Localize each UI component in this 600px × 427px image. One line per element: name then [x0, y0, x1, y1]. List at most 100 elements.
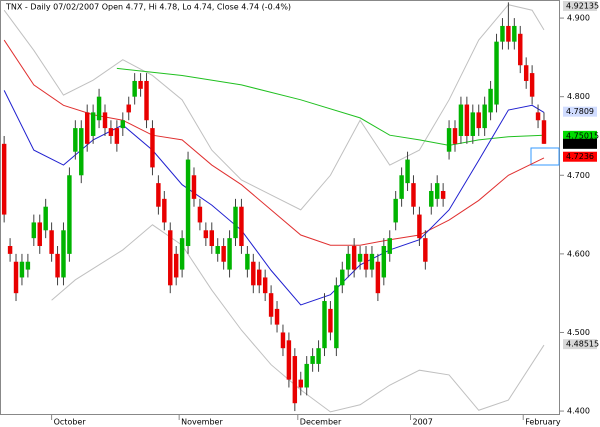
candle-body — [150, 128, 155, 168]
x-tick-label: November — [181, 418, 223, 427]
price-badge — [563, 151, 597, 162]
candle-body — [185, 159, 191, 247]
y-tick-label: 4.700 — [567, 171, 590, 180]
candle-body — [535, 112, 541, 121]
candle-body — [304, 363, 309, 388]
candle-body — [363, 253, 369, 270]
price-badge-label: 4.7809 — [566, 107, 594, 116]
candle-body — [61, 230, 66, 278]
candle-body — [209, 230, 215, 247]
candle-body — [464, 104, 470, 136]
candle-body — [233, 206, 238, 239]
price-badge-label: 4.7236 — [566, 152, 594, 161]
price-badge — [563, 130, 597, 141]
indicator-line — [3, 4, 545, 211]
plot-frame — [0, 0, 560, 415]
candle-body — [138, 80, 143, 89]
x-tick-label: 2007 — [413, 418, 433, 427]
candle-body — [375, 261, 381, 294]
candle-body — [345, 253, 351, 270]
candle-body — [114, 128, 120, 144]
candle-body — [120, 120, 126, 129]
candle-body — [1, 143, 7, 215]
candle-body — [500, 25, 505, 42]
price-badge — [563, 106, 597, 117]
candle-body — [191, 175, 197, 199]
highlight-box — [530, 147, 560, 166]
candle-body — [411, 183, 416, 207]
candle-body — [541, 120, 547, 144]
price-badge-label: 4.92135 — [566, 2, 599, 11]
candle-body — [96, 96, 102, 121]
candle-body — [292, 356, 298, 404]
candle-body — [452, 128, 458, 144]
candle-body — [215, 246, 220, 254]
price-badge-label: 4.74 — [566, 139, 584, 148]
candle-body — [523, 65, 529, 81]
candle-body — [79, 128, 84, 176]
candle-body — [55, 253, 60, 278]
price-badge — [563, 138, 597, 149]
candle-body — [251, 261, 256, 286]
candle-body — [298, 379, 303, 388]
candle-body — [31, 222, 37, 239]
y-tick-label: 4.500 — [567, 328, 590, 337]
candle-body — [446, 128, 452, 152]
candle-body — [84, 112, 90, 144]
candle-body — [494, 41, 499, 105]
candle-body — [488, 88, 493, 113]
candle-body — [482, 104, 487, 129]
candle-body — [351, 246, 357, 270]
candle-body — [529, 73, 535, 97]
y-tick-label: 4.800 — [567, 92, 590, 101]
candle-body — [257, 269, 262, 286]
candle-body — [381, 246, 387, 278]
candle-body — [470, 112, 476, 136]
candle-body — [156, 183, 161, 207]
candle-body — [7, 246, 13, 254]
candle-body — [440, 190, 446, 199]
chart-title: TNX - Daily 07/02/2007 Open 4.77, Hi 4.7… — [5, 3, 291, 12]
indicator-line — [116, 67, 545, 146]
candle-body — [310, 356, 315, 364]
candle-body — [334, 285, 339, 349]
indicator-line — [3, 90, 545, 306]
candle-body — [108, 128, 114, 136]
candle-body — [37, 222, 42, 247]
x-tick-label: December — [300, 418, 342, 427]
candle-body — [286, 340, 292, 380]
candle-body — [458, 104, 464, 136]
y-tick-label: 4.400 — [567, 407, 590, 416]
x-tick-label: February — [525, 418, 561, 427]
candle-body — [67, 175, 72, 254]
candle-body — [262, 277, 268, 294]
price-badge — [563, 339, 597, 350]
candle-body — [13, 261, 19, 294]
candle-body — [268, 293, 274, 317]
candle-body — [417, 214, 422, 239]
price-badge-label: 4.48515 — [566, 340, 599, 349]
candle-body — [280, 332, 286, 349]
candle-body — [179, 238, 185, 270]
candle-body — [357, 253, 363, 262]
candle-body — [102, 112, 108, 129]
candle-body — [476, 112, 481, 129]
candle-body — [328, 308, 333, 333]
candle-body — [506, 25, 511, 42]
y-tick-label: 4.600 — [567, 249, 590, 258]
candle-body — [49, 230, 54, 254]
candle-body — [512, 25, 517, 42]
candle-body — [43, 206, 48, 231]
candle-body — [239, 206, 244, 247]
candle-body — [221, 246, 226, 262]
candle-body — [25, 261, 31, 270]
candle-body — [126, 104, 131, 113]
candle-body — [19, 261, 25, 278]
candle-body — [90, 112, 96, 136]
candle-body — [144, 80, 149, 121]
candle-body — [316, 348, 321, 364]
candle-body — [227, 238, 232, 270]
candle-body — [518, 33, 523, 66]
